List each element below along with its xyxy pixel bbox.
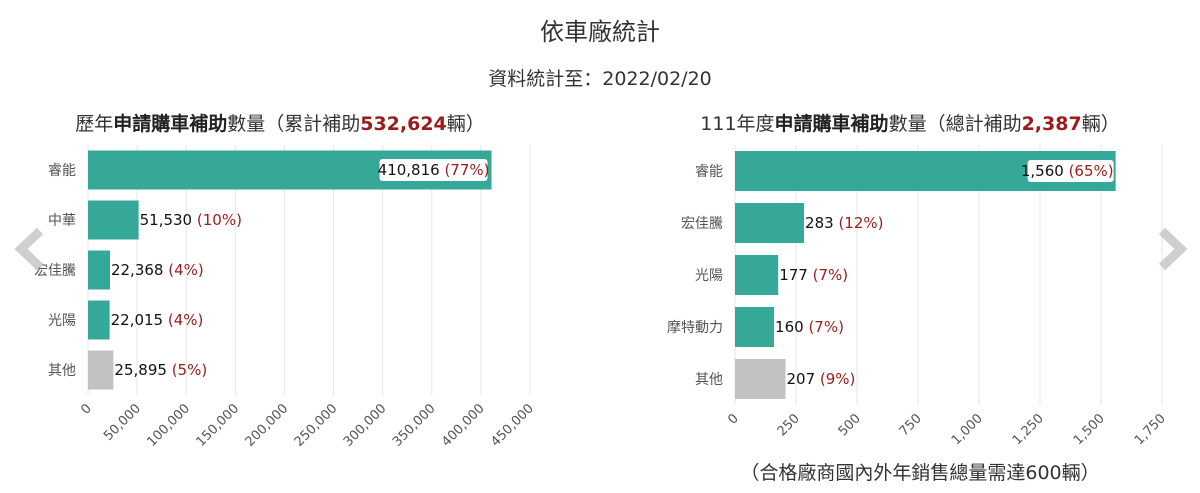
left-x-tick-label: 50,000: [101, 401, 144, 444]
right-data-label: 207 (9%): [787, 370, 856, 388]
left-percent-label: (77%): [444, 161, 489, 179]
right-title-total: 2,387: [1021, 113, 1082, 135]
right-x-tick-label: 1,250: [1010, 411, 1047, 448]
right-title-suffix: 輛）: [1081, 113, 1120, 135]
right-data-label-bg: [1027, 160, 1114, 182]
left-percent-label: (5%): [172, 361, 208, 379]
left-data-label: 22,015 (4%): [111, 311, 204, 329]
left-category-label: 其他: [48, 363, 76, 379]
left-value-label: 51,530: [140, 211, 197, 229]
left-category-label: 中華: [48, 213, 76, 229]
left-category-label: 宏佳騰: [34, 262, 76, 279]
right-chart-title: 111年度申請購車補助數量（總計補助2,387輛）: [620, 109, 1200, 136]
left-value-label: 22,015: [111, 311, 168, 329]
left-x-tick-label: 200,000: [243, 401, 292, 450]
chevron-left-icon[interactable]: [12, 226, 48, 272]
left-x-tick-label: 100,000: [144, 401, 193, 450]
right-title-mid: 數量（總計補助: [888, 113, 1022, 135]
page-title: 依車廠統計: [540, 18, 660, 46]
right-data-label: 160 (7%): [775, 318, 844, 336]
right-percent-label: (65%): [1069, 162, 1114, 180]
left-title-prefix: 歷年: [75, 113, 114, 135]
right-bar: [735, 203, 805, 243]
left-bar: [88, 250, 110, 290]
left-data-label: 25,895 (5%): [114, 361, 207, 379]
right-value-label: 177: [779, 266, 812, 284]
right-category-label: 光陽: [695, 268, 723, 284]
left-value-label: 410,816: [378, 161, 445, 179]
left-x-tick-label: 0: [78, 401, 94, 417]
left-percent-label: (4%): [168, 261, 204, 279]
right-percent-label: (12%): [838, 214, 883, 232]
left-title-bold: 申請購車補助: [113, 113, 228, 135]
left-x-tick-label: 350,000: [390, 401, 439, 450]
right-data-label: 283 (12%): [805, 214, 883, 232]
right-bar: [735, 255, 779, 295]
right-x-tick-label: 250: [775, 411, 803, 439]
left-data-label-bg: [379, 159, 488, 181]
left-percent-label: (10%): [197, 211, 242, 229]
right-percent-label: (7%): [808, 318, 844, 336]
left-bar: [88, 200, 139, 240]
right-chart-footnote: （合格廠商國內外年銷售總量需達600輛）: [740, 462, 1100, 484]
left-title-suffix: 輛）: [446, 113, 485, 135]
right-percent-label: (7%): [813, 266, 849, 284]
left-chart-title: 歷年申請購車補助數量（累計補助532,624輛）: [0, 109, 560, 136]
right-title-prefix: 111年度: [700, 113, 775, 135]
left-x-tick-label: 250,000: [292, 401, 341, 450]
right-x-tick-label: 1,000: [949, 411, 986, 448]
right-x-tick-label: 750: [897, 411, 925, 439]
right-title-bold: 申請購車補助: [774, 113, 889, 135]
chevron-right-icon[interactable]: [1154, 226, 1190, 272]
left-bar: [88, 300, 110, 340]
right-category-label: 宏佳騰: [681, 215, 723, 232]
left-bar: [88, 350, 114, 390]
right-category-label: 摩特動力: [667, 319, 723, 336]
left-x-tick-label: 400,000: [439, 401, 488, 450]
left-data-label: 22,368 (4%): [111, 261, 204, 279]
right-value-label: 283: [805, 214, 838, 232]
right-x-tick-label: 500: [836, 411, 864, 439]
left-data-label: 51,530 (10%): [140, 211, 242, 229]
left-percent-label: (4%): [168, 311, 204, 329]
right-category-label: 其他: [695, 372, 723, 388]
left-title-total: 532,624: [360, 113, 447, 135]
right-data-label: 177 (7%): [779, 266, 848, 284]
right-value-label: 160: [775, 318, 808, 336]
left-x-tick-label: 150,000: [194, 401, 243, 450]
left-category-label: 睿能: [48, 163, 76, 179]
right-data-label: 1,560 (65%): [1021, 162, 1114, 180]
left-data-label: 410,816 (77%): [378, 161, 490, 179]
left-x-tick-label: 450,000: [488, 401, 537, 450]
left-x-tick-label: 300,000: [341, 401, 390, 450]
left-value-label: 22,368: [111, 261, 168, 279]
right-x-tick-label: 1,500: [1071, 411, 1108, 448]
right-x-tick-label: 1,750: [1132, 411, 1169, 448]
right-bar: [735, 359, 786, 399]
left-title-mid: 數量（累計補助: [227, 113, 361, 135]
right-value-label: 207: [787, 370, 820, 388]
page-subtitle: 資料統計至：2022/02/20: [488, 68, 712, 90]
right-value-label: 1,560: [1021, 162, 1069, 180]
left-value-label: 25,895: [114, 361, 171, 379]
left-category-label: 光陽: [48, 313, 76, 329]
right-category-label: 睿能: [695, 164, 723, 180]
right-percent-label: (9%): [820, 370, 856, 388]
right-x-tick-label: 0: [725, 411, 741, 427]
right-bar: [735, 307, 775, 347]
